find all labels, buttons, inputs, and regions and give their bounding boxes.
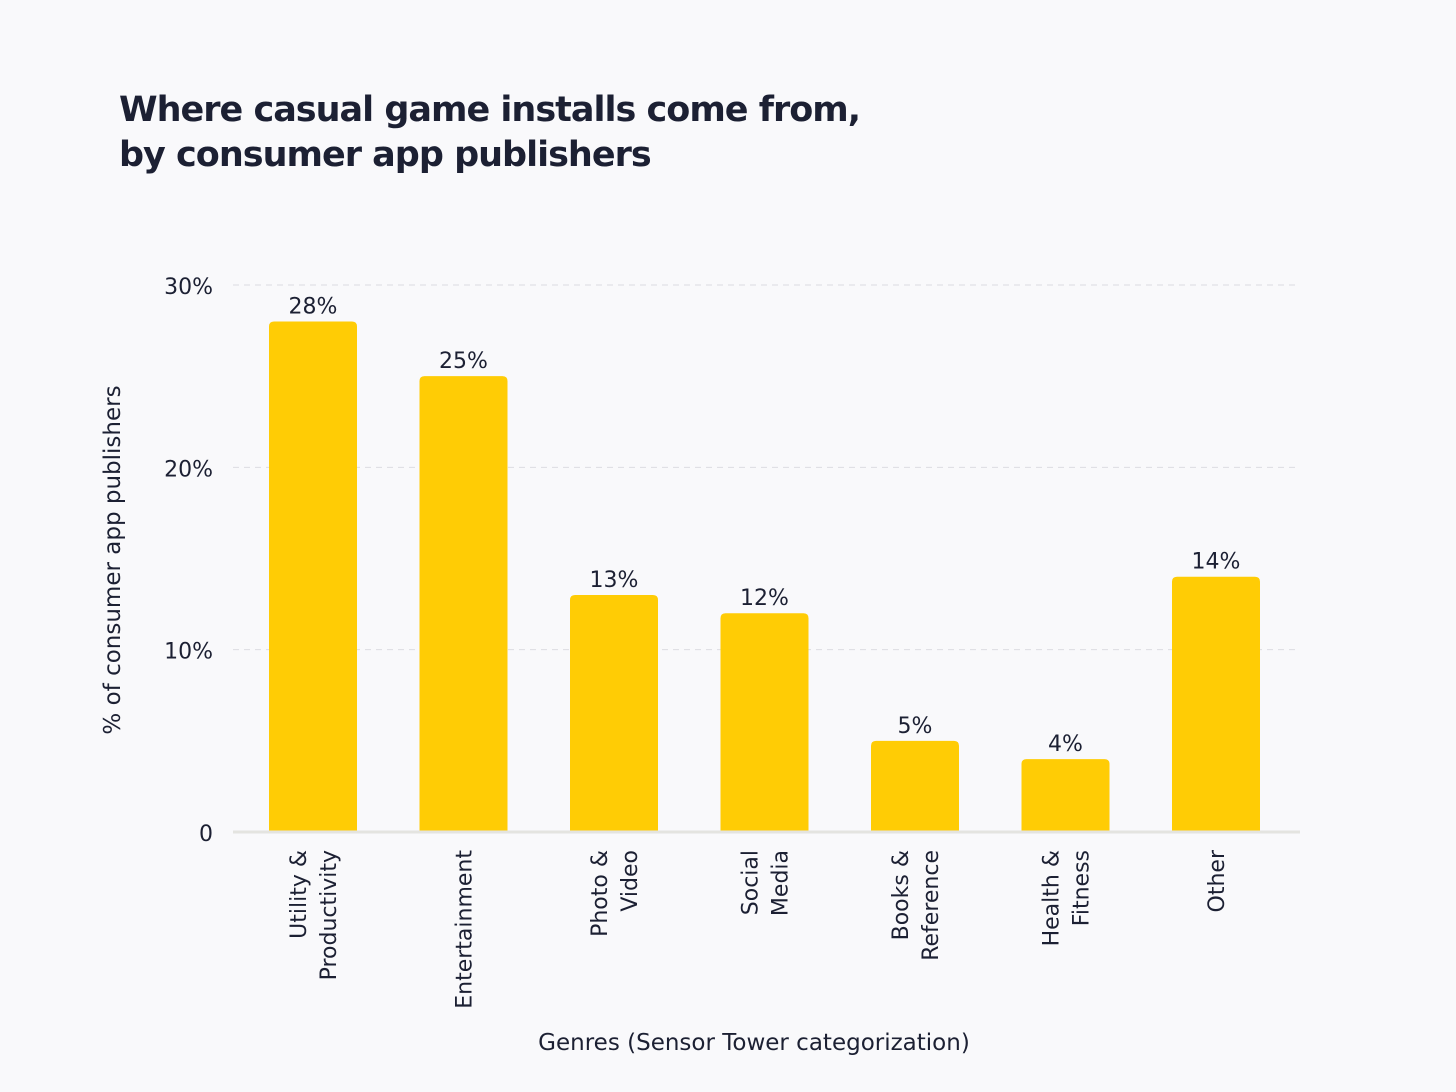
- chart-title: Where casual game installs come from, by…: [119, 88, 861, 178]
- data-label: 5%: [898, 714, 933, 739]
- x-axis-label: Genres (Sensor Tower categorization): [538, 1030, 970, 1056]
- x-tick-label: Utility & Productivity: [287, 850, 342, 980]
- bar: [570, 594, 658, 832]
- y-tick-label: 20%: [164, 457, 213, 482]
- bars: [269, 321, 1260, 832]
- bar: [269, 321, 357, 832]
- title-line-2: by consumer app publishers: [119, 135, 652, 175]
- bar: [419, 376, 508, 832]
- y-tick-label: 0: [199, 822, 213, 847]
- y-tick-labels: 0 10% 20% 30%: [164, 275, 213, 847]
- x-tick-label: Photo & Video: [588, 850, 643, 937]
- data-label: 12%: [740, 586, 789, 611]
- bar: [720, 613, 809, 832]
- data-label: 28%: [289, 294, 338, 319]
- x-tick-label: Other: [1205, 849, 1230, 912]
- y-tick-label: 10%: [164, 640, 213, 665]
- x-tick-label: Books & Reference: [889, 850, 944, 961]
- bar: [871, 740, 959, 832]
- y-axis-label: % of consumer app publishers: [100, 385, 126, 734]
- x-tick-labels: Utility & Productivity Entertainment Photo …: [287, 849, 1230, 1009]
- x-tick-label: Social Media: [739, 850, 794, 916]
- y-tick-label: 30%: [164, 275, 213, 300]
- data-label: 25%: [439, 349, 488, 374]
- x-tick-label: Health & Fitness: [1040, 850, 1095, 946]
- title-line-1: Where casual game installs come from,: [119, 90, 861, 130]
- bar: [1021, 759, 1110, 832]
- data-labels: 28% 25% 13% 12% 5% 4% 14%: [289, 294, 1241, 757]
- data-label: 13%: [590, 568, 639, 593]
- data-label: 4%: [1048, 732, 1083, 757]
- data-label: 14%: [1192, 550, 1241, 575]
- x-tick-label: Entertainment: [453, 850, 478, 1009]
- bar: [1172, 576, 1260, 832]
